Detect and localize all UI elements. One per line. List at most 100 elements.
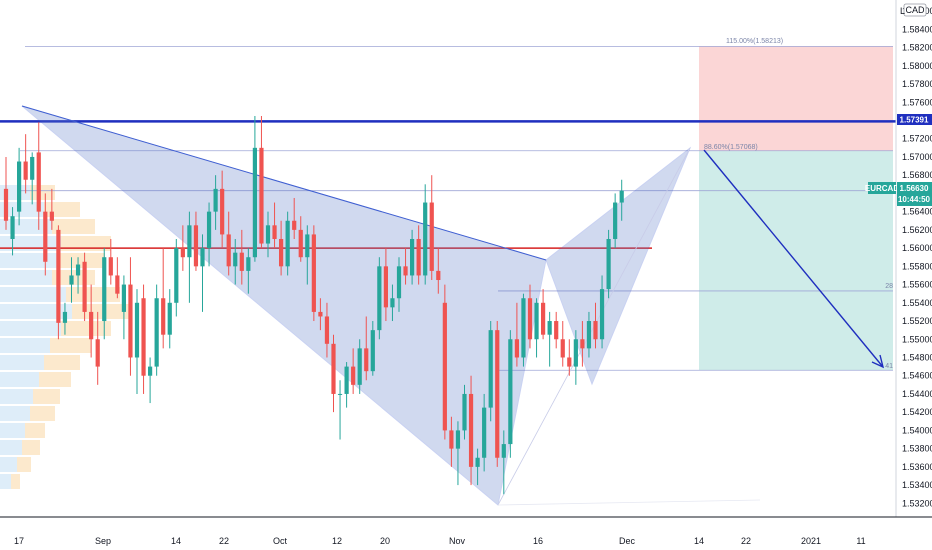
- horizontal-levels: [0, 45, 896, 371]
- candle-down: [403, 266, 408, 276]
- candle-up: [69, 275, 74, 285]
- time-tick-label: 22: [219, 536, 229, 546]
- time-tick-label: 14: [694, 536, 704, 546]
- price-tick-label: 1.54800: [902, 352, 932, 362]
- candle-down: [514, 339, 519, 358]
- price-axis-background[interactable]: [896, 0, 932, 517]
- volume-profile-bar: [33, 389, 60, 404]
- candle-down: [56, 229, 61, 323]
- level-label-b: 41: [885, 363, 893, 370]
- candle-up: [187, 225, 192, 258]
- candle-up: [121, 284, 126, 312]
- volume-profile-bar: [0, 355, 44, 370]
- volume-profile-bar: [50, 338, 91, 353]
- volume-profile-bar: [0, 304, 72, 319]
- candle-up: [62, 311, 68, 323]
- time-tick-label: 16: [533, 536, 543, 546]
- volume-profile-bar: [11, 474, 20, 489]
- candle-down: [324, 316, 330, 344]
- candle-up: [390, 298, 395, 308]
- candle-up: [174, 248, 179, 303]
- candle-up: [573, 339, 578, 367]
- volume-profile-bar: [0, 270, 52, 285]
- candle-up: [10, 216, 15, 239]
- candle-up: [246, 257, 251, 271]
- price-tick-label: 1.53200: [902, 498, 932, 508]
- volume-profile-bar: [0, 287, 66, 302]
- candle-down: [193, 225, 199, 267]
- time-tick-label: 12: [332, 536, 342, 546]
- candle-down: [527, 298, 533, 340]
- price-tick-label: 1.58200: [902, 43, 932, 53]
- price-tick-label: 1.53600: [902, 462, 932, 472]
- svg-text:1.56630: 1.56630: [900, 184, 929, 193]
- time-axis-ticks: 17 Sep 14 22 Oct 12 20 Nov 16 Dec 14 22 2021 11: [14, 536, 866, 546]
- candle-up: [206, 211, 212, 249]
- time-axis-background[interactable]: [0, 517, 932, 550]
- retracement-label: 88.60%(1.57068): [704, 144, 758, 151]
- extension-label: 115.00%(1.58213): [726, 38, 783, 45]
- candle-down: [580, 339, 585, 349]
- price-tick-label: 1.57200: [902, 134, 932, 144]
- candle-up: [213, 188, 218, 212]
- resistance-price-tag: 1.57391: [897, 114, 932, 125]
- candle-up: [285, 220, 290, 267]
- candle-down: [108, 257, 113, 276]
- projection-arrow-head: [871, 354, 885, 369]
- candle-down: [82, 261, 87, 312]
- candle-down: [43, 211, 48, 262]
- volume-profile-bar: [22, 440, 40, 455]
- candle-up: [410, 238, 415, 276]
- candle-down: [226, 234, 231, 267]
- pattern-guide: [497, 499, 761, 506]
- currency-box: [903, 3, 927, 17]
- volume-profile-bar: [0, 372, 39, 387]
- candle-up: [501, 444, 506, 458]
- candle-up: [344, 366, 349, 394]
- candle-up: [102, 257, 107, 322]
- volume-profile-bar: [0, 457, 17, 472]
- price-tick-label: 1.58400: [902, 24, 932, 34]
- candle-down: [292, 220, 297, 230]
- time-tick-label: Oct: [273, 536, 288, 546]
- price-tick-label: 1.57000: [902, 152, 932, 162]
- currency-label: CAD: [905, 5, 925, 15]
- volume-profile-bar: [0, 423, 25, 438]
- volume-profile-bar: [0, 253, 58, 268]
- candle-down: [364, 348, 369, 372]
- candle-down: [3, 188, 9, 221]
- candle-down: [318, 311, 323, 317]
- candle-up: [134, 302, 140, 358]
- candle-down: [36, 152, 41, 212]
- candle-up: [377, 266, 382, 331]
- volume-profile-bar: [61, 236, 111, 251]
- level-label-a: 28: [885, 283, 893, 290]
- volume-profile-bar: [66, 287, 120, 302]
- price-tick-label: 1.58000: [902, 61, 932, 71]
- candle-up: [17, 161, 22, 212]
- price-tick-label: 1.54600: [902, 371, 932, 381]
- candle-up: [233, 252, 238, 267]
- candle-down: [541, 302, 546, 335]
- candle-up: [396, 266, 402, 299]
- volume-profile-bar: [0, 406, 30, 421]
- time-tick-label: 22: [741, 536, 751, 546]
- price-tick-label: 1.55200: [902, 316, 932, 326]
- candle-up: [508, 339, 513, 445]
- candle-up: [482, 407, 487, 458]
- candle-up: [305, 234, 310, 258]
- volume-profile-bar: [17, 457, 31, 472]
- volume-profile-bar: [30, 185, 55, 200]
- price-tick-label: 1.54200: [902, 407, 932, 417]
- candle-down: [95, 339, 100, 367]
- price-tick-label: 1.55000: [902, 334, 932, 344]
- candle-up: [167, 302, 172, 335]
- candle-down: [468, 393, 474, 467]
- stop-zone: [699, 46, 893, 151]
- price-tick-label: 1.54000: [902, 425, 932, 435]
- candle-down: [298, 229, 303, 258]
- price-tick-label: 1.54400: [902, 389, 932, 399]
- candle-up: [521, 298, 526, 358]
- volume-profile-bar: [44, 355, 80, 370]
